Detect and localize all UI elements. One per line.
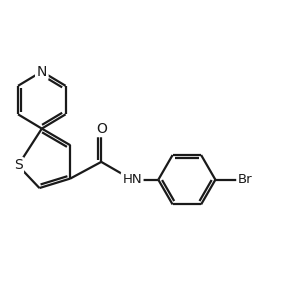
- Text: S: S: [14, 158, 22, 172]
- Text: Br: Br: [238, 173, 252, 186]
- Text: O: O: [96, 122, 107, 136]
- Text: HN: HN: [122, 173, 142, 186]
- Text: N: N: [37, 64, 47, 79]
